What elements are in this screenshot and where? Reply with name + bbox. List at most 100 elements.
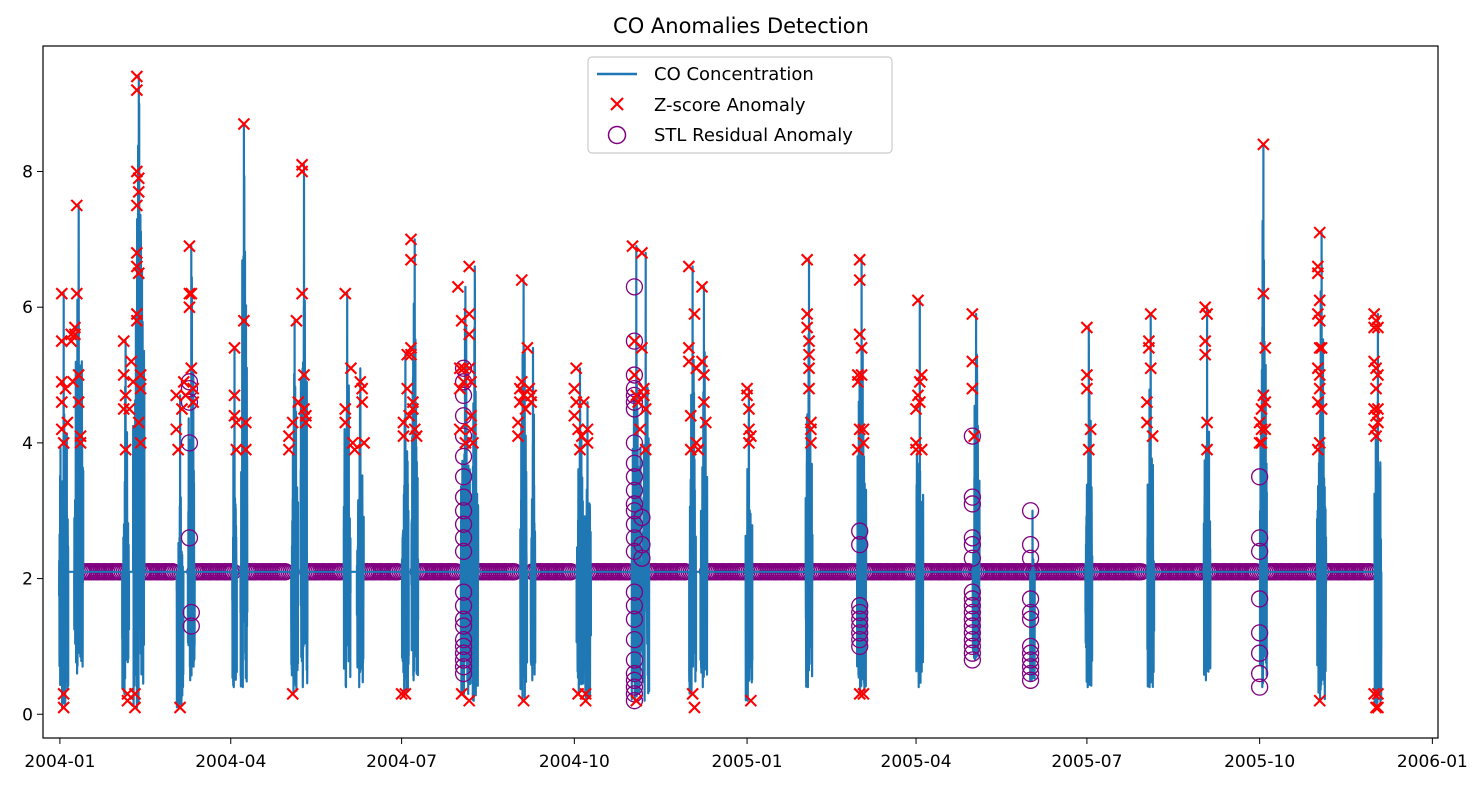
zscore-anomaly-marker (57, 687, 70, 701)
zscore-marker-stroke (357, 436, 371, 450)
zscore-marker-stroke (966, 355, 979, 368)
zscore-marker-stroke (1313, 341, 1326, 355)
stl-anomaly-marker (963, 603, 982, 622)
zscore-anomaly-marker (286, 687, 299, 701)
zscore-anomaly-marker (282, 443, 296, 456)
zscore-marker-stroke (128, 701, 142, 714)
zscore-anomaly-marker (239, 416, 253, 429)
zscore-marker-stroke (853, 328, 866, 341)
zscore-anomaly-marker (688, 307, 701, 321)
zscore-marker-stroke (348, 443, 361, 456)
zscore-marker-stroke (462, 307, 476, 321)
zscore-anomaly-marker (237, 117, 251, 131)
x-tick-label: 2005-07 (1051, 752, 1122, 772)
zscore-anomaly-marker (462, 260, 476, 273)
zscore-anomaly-marker (1198, 348, 1212, 361)
stl-anomaly-marker (625, 454, 644, 472)
zscore-marker-stroke (1313, 314, 1326, 328)
zscore-marker-stroke (1371, 321, 1385, 334)
zscore-marker-stroke (132, 267, 145, 280)
zscore-anomaly-marker (183, 300, 196, 314)
zscore-marker-stroke (453, 423, 467, 436)
stl-anomaly-marker (1021, 535, 1040, 554)
zscore-marker-stroke (1146, 429, 1159, 443)
stl-anomaly-marker (625, 434, 644, 452)
x-tick-label: 2005-10 (1224, 752, 1295, 772)
zscore-anomaly-marker (290, 314, 303, 328)
zscore-marker-stroke (633, 423, 647, 436)
stl-anomaly-markers (180, 278, 1269, 710)
zscore-marker-stroke (911, 294, 925, 307)
zscore-marker-stroke (1142, 341, 1156, 355)
zscore-marker-stroke (1198, 348, 1212, 361)
stl-anomaly-marker (625, 332, 644, 350)
zscore-anomaly-marker (521, 341, 534, 355)
stl-anomaly-marker (1250, 664, 1269, 683)
zscore-anomaly-marker (568, 409, 581, 422)
zscore-anomaly-marker (451, 280, 465, 294)
zscore-anomaly-marker (853, 273, 866, 287)
stl-anomaly-marker (963, 597, 982, 615)
stl-anomaly-marker (1250, 624, 1269, 642)
zscore-anomaly-marker (400, 348, 414, 361)
zscore-marker-stroke (282, 443, 296, 456)
zscore-anomaly-marker (186, 395, 200, 409)
zscore-anomaly-marker (1146, 429, 1159, 443)
stl-anomaly-marker (625, 278, 644, 296)
zscore-marker-stroke (915, 443, 928, 456)
zscore-marker-stroke (239, 443, 253, 456)
legend-entry-stl-residual-anomaly: STL Residual Anomaly (654, 125, 853, 146)
zscore-marker-stroke (909, 402, 923, 416)
zscore-anomaly-marker (295, 287, 309, 300)
zscore-anomaly-marker (1255, 402, 1268, 416)
zscore-marker-stroke (1080, 382, 1094, 395)
zscore-marker-stroke (1255, 423, 1268, 436)
zscore-anomaly-marker (464, 409, 478, 422)
zscore-marker-stroke (170, 389, 183, 402)
zscore-anomaly-marker (1255, 423, 1268, 436)
legend-entry-co-concentration: CO Concentration (654, 64, 814, 85)
zscore-anomaly-marker (228, 389, 241, 402)
zscore-marker-stroke (1259, 423, 1272, 436)
zscore-marker-stroke (1144, 307, 1157, 321)
zscore-marker-stroke (339, 416, 352, 429)
zscore-marker-stroke (462, 362, 476, 375)
zscore-marker-stroke (186, 395, 200, 409)
zscore-marker-stroke (339, 287, 352, 300)
zscore-anomaly-marker (1315, 402, 1328, 416)
zscore-marker-stroke (400, 382, 414, 395)
zscore-anomaly-marker (1313, 694, 1326, 707)
zscore-anomaly-marker (1080, 321, 1094, 334)
zscore-anomaly-marker (686, 687, 699, 701)
zscore-marker-stroke (117, 402, 130, 416)
zscore-marker-stroke (130, 199, 144, 212)
zscore-anomaly-marker (464, 375, 478, 389)
zscore-anomaly-marker (909, 443, 923, 456)
zscore-marker-stroke (453, 362, 467, 375)
zscore-marker-stroke (297, 368, 311, 382)
zscore-anomaly-marker (134, 436, 147, 450)
zscore-marker-stroke (1311, 307, 1325, 321)
zscore-anomaly-marker (744, 429, 758, 443)
co-concentration-line (58, 75, 1383, 709)
zscore-marker-stroke (228, 341, 241, 355)
zscore-marker-stroke (404, 348, 418, 361)
stl-anomaly-marker (182, 603, 200, 622)
stl-anomaly-marker (454, 529, 473, 547)
zscore-marker-stroke (569, 362, 583, 375)
zscore-anomaly-marker (117, 334, 130, 348)
zscore-anomaly-marker (70, 287, 84, 300)
zscore-marker-stroke (397, 429, 410, 443)
zscore-anomaly-marker (466, 436, 480, 450)
zscore-marker-stroke (577, 395, 590, 409)
zscore-marker-stroke (455, 687, 468, 701)
zscore-anomaly-marker (695, 355, 709, 368)
zscore-marker-stroke (1371, 701, 1385, 714)
zscore-anomaly-marker (282, 429, 296, 443)
zscore-anomaly-marker (804, 436, 818, 450)
zscore-anomaly-marker (237, 314, 251, 328)
zscore-marker-stroke (1313, 294, 1326, 307)
zscore-marker-stroke (57, 436, 70, 450)
zscore-marker-stroke (802, 362, 816, 375)
stl-anomaly-marker (963, 630, 982, 649)
